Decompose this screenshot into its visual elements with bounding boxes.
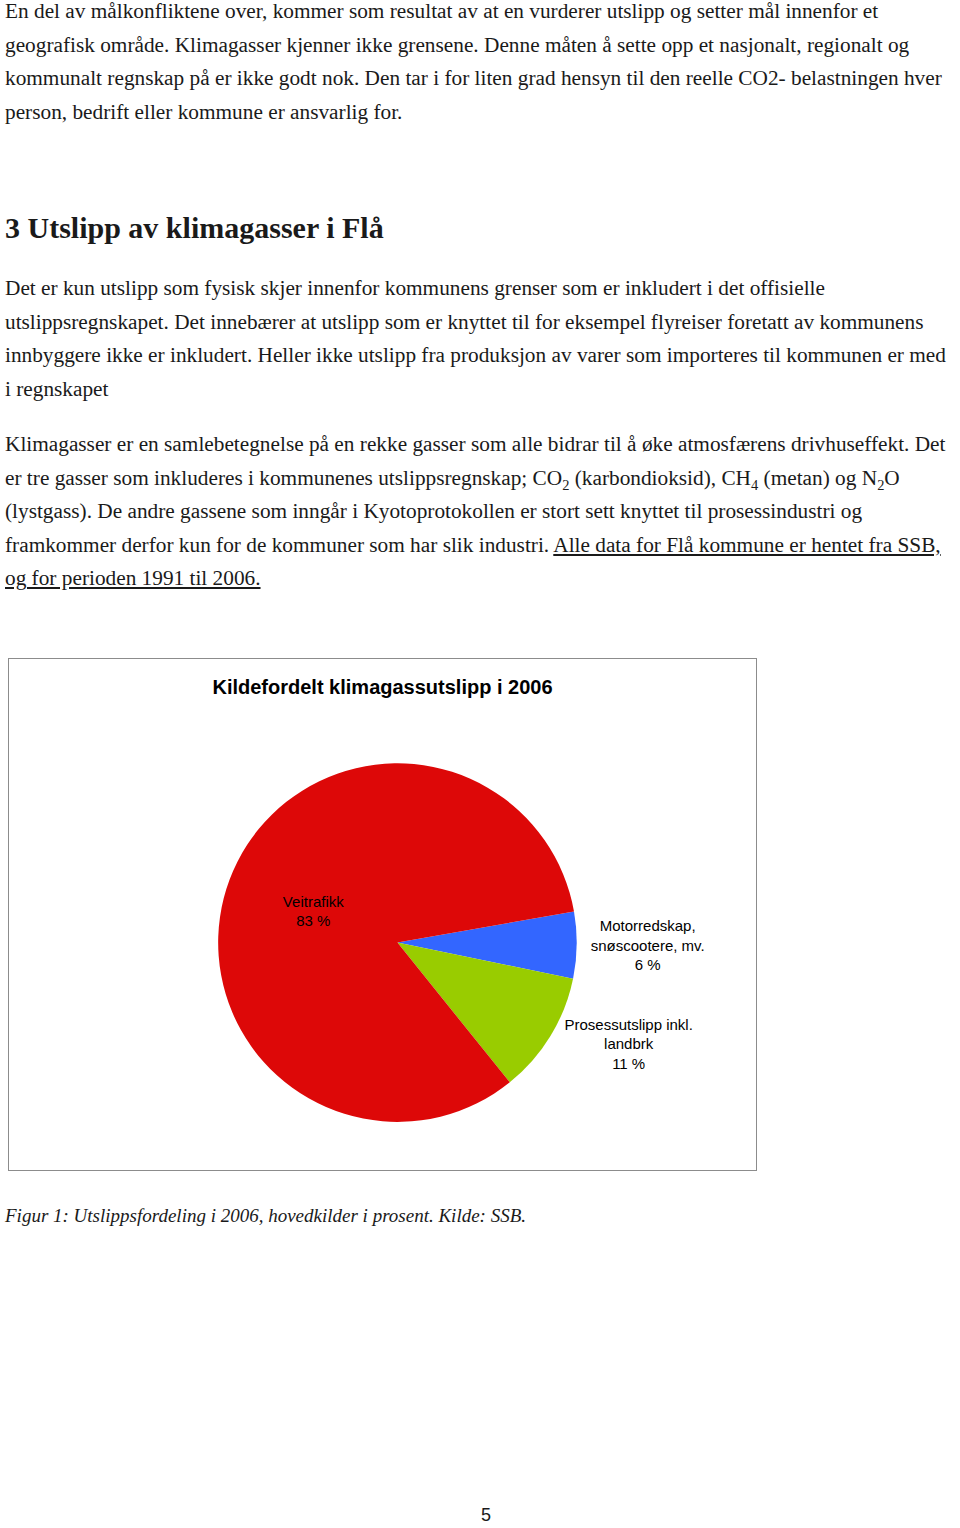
svg-text:Prosessutslipp inkl.landbrk11: Prosessutslipp inkl.landbrk11 % [564, 1016, 692, 1072]
html-text:Det er kun utslipp som fysisk: Det er kun utslipp som fysisk skjer inne… [5, 276, 946, 401]
html-text:Klimagasser er en samlebetegne: Klimagasser er en samlebetegnelse på en … [5, 432, 946, 591]
svg-text:Kildefordelt klimagassutslipp: Kildefordelt klimagassutslipp i 2006 [212, 676, 552, 698]
html-text:3 Utslipp av klimagasser i Flå: 3 Utslipp av klimagasser i Flå [5, 211, 384, 244]
html-text:5: 5 [481, 1505, 491, 1525]
html-text:Figur 1: Utslippsfordeling i 2: Figur 1: Utslippsfordeling i 2006, hoved… [5, 1205, 526, 1226]
svg-text:Veitrafikk83 %: Veitrafikk83 % [283, 893, 344, 930]
html-text:En del av målkonfliktene over,: En del av målkonfliktene over, kommer so… [5, 0, 942, 124]
svg-text:Motorredskap,snøscootere, mv.6: Motorredskap,snøscootere, mv.6 % [591, 917, 705, 973]
